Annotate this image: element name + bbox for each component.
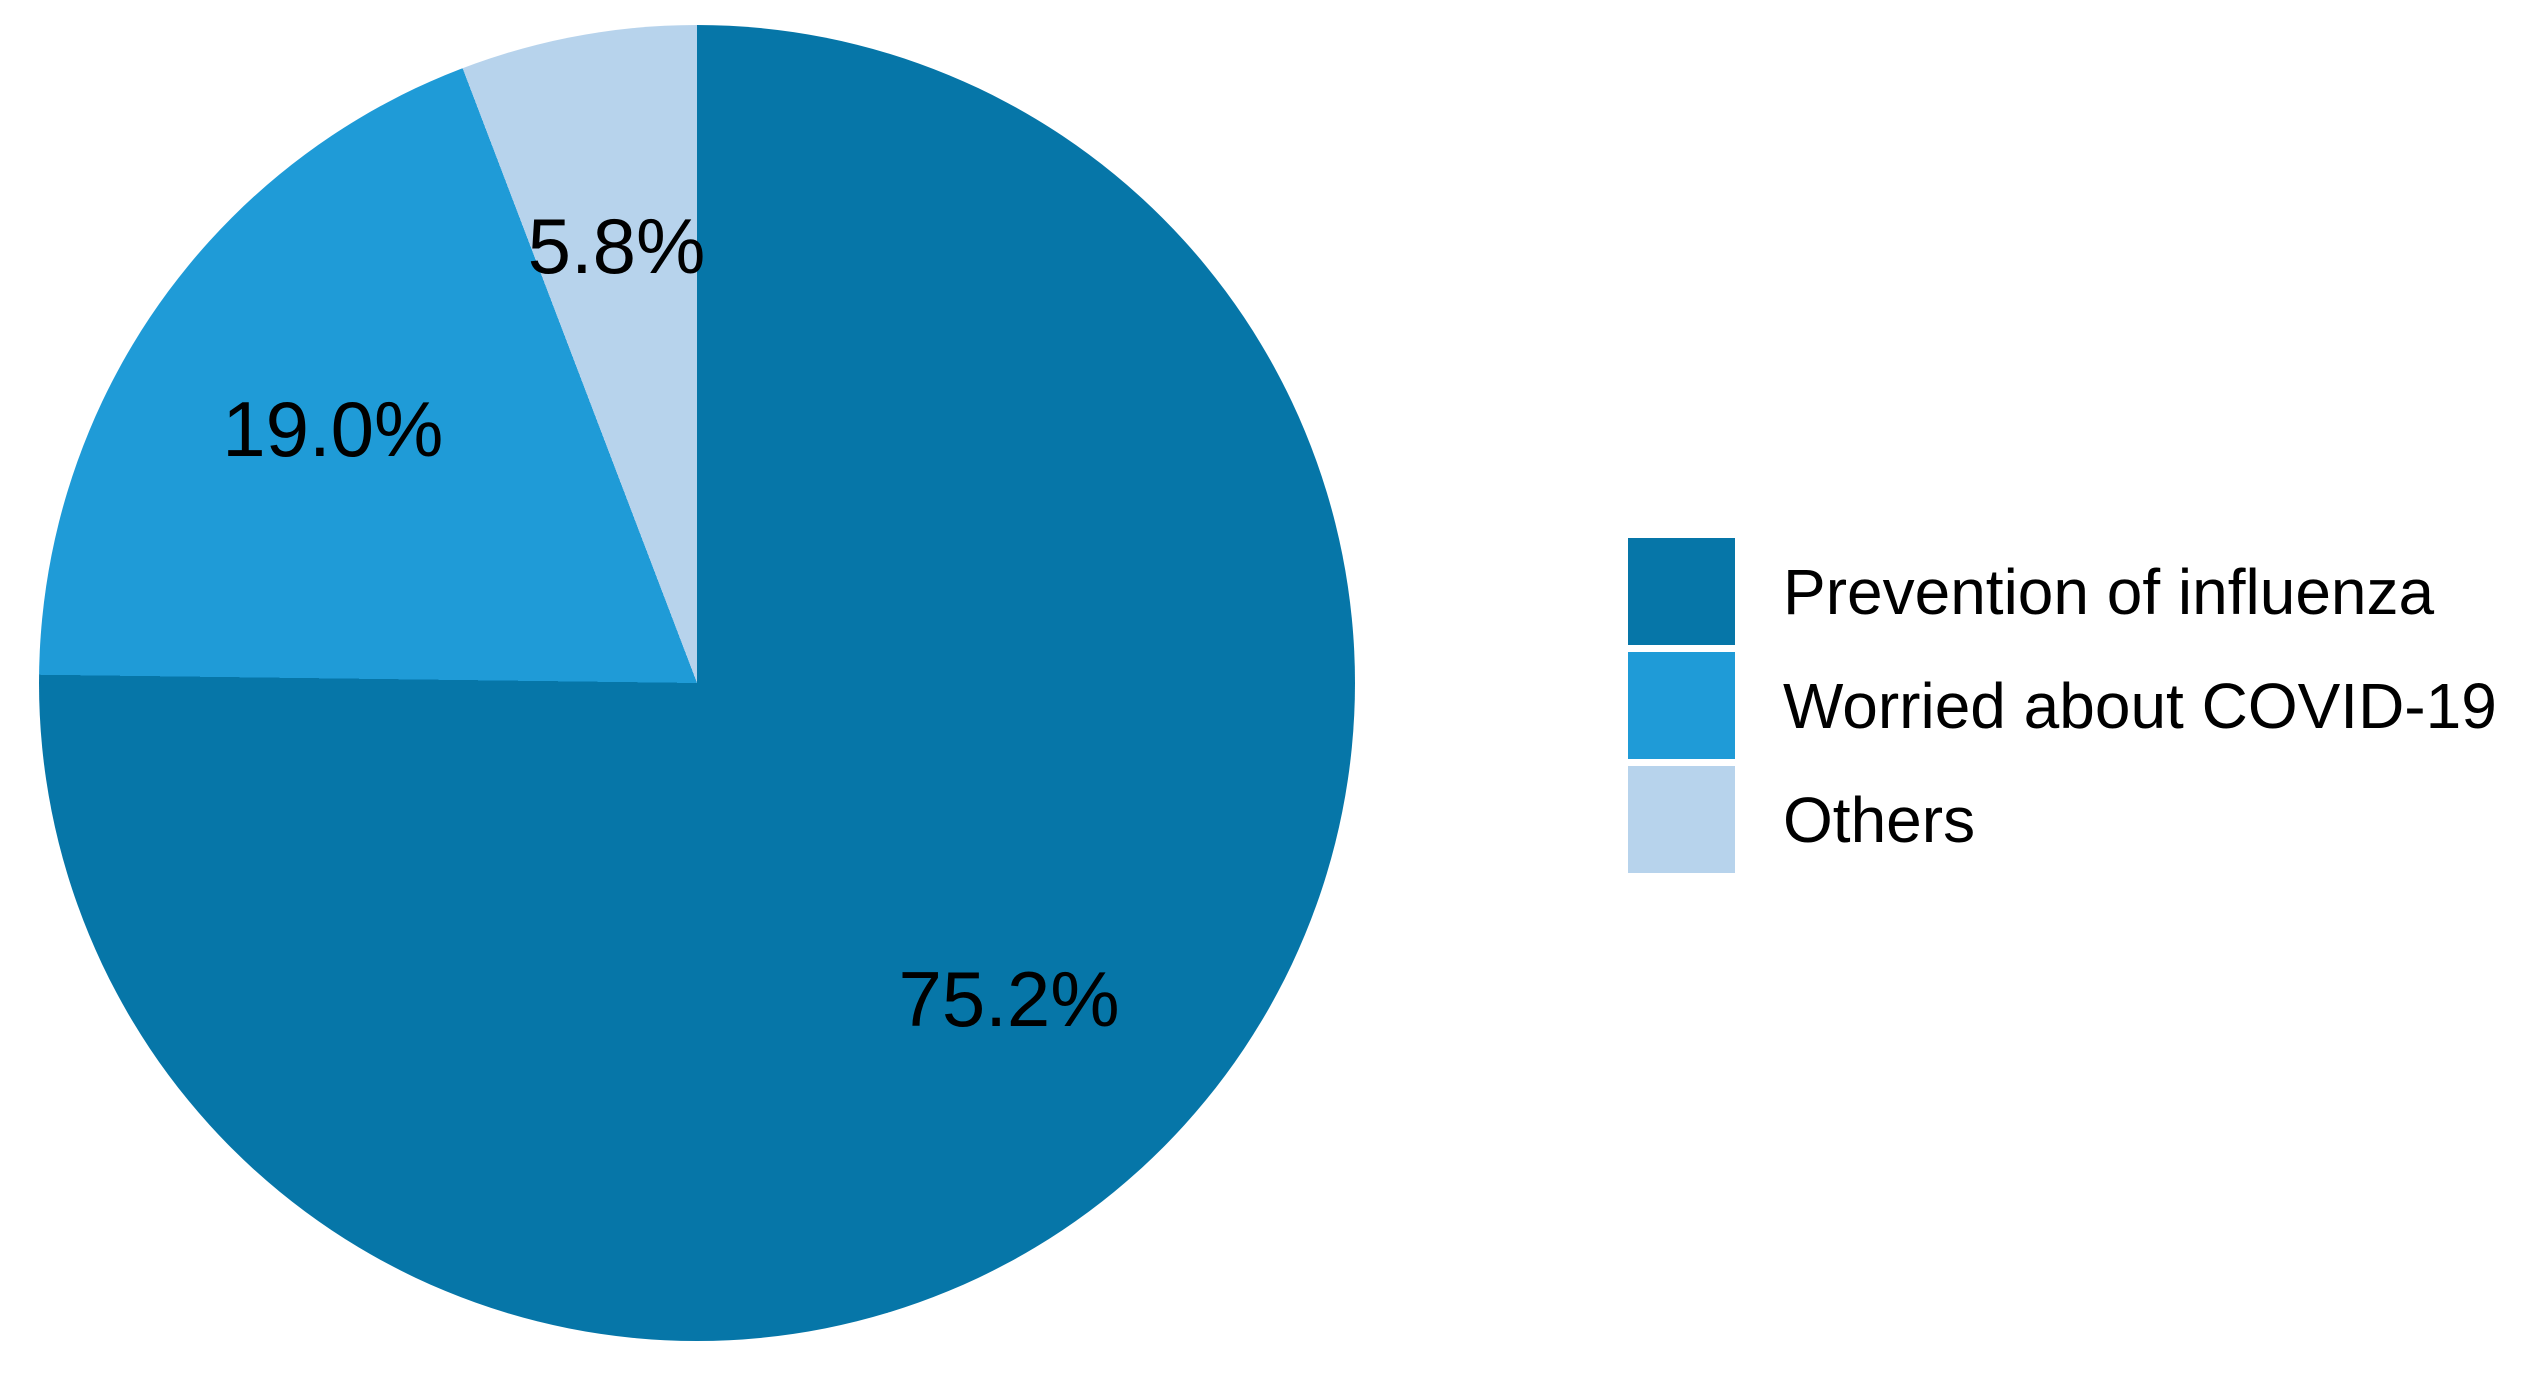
legend-label: Prevention of influenza: [1783, 555, 2435, 628]
slice-label: 19.0%: [222, 384, 444, 473]
legend-swatch: [1628, 538, 1735, 645]
legend: Prevention of influenza Worried about COV…: [1628, 538, 2497, 880]
legend-label: Worried about COVID-19: [1783, 669, 2497, 742]
slice-label: 75.2%: [898, 955, 1120, 1044]
legend-item: Worried about COVID-19: [1628, 652, 2497, 759]
legend-item: Prevention of influenza: [1628, 538, 2497, 645]
legend-swatch: [1628, 652, 1735, 759]
legend-swatch: [1628, 766, 1735, 873]
legend-label: Others: [1783, 783, 1976, 856]
pie: 75.2% 19.0% 5.8%: [39, 25, 1355, 1341]
slice-label: 5.8%: [527, 202, 706, 291]
legend-item: Others: [1628, 766, 2497, 873]
